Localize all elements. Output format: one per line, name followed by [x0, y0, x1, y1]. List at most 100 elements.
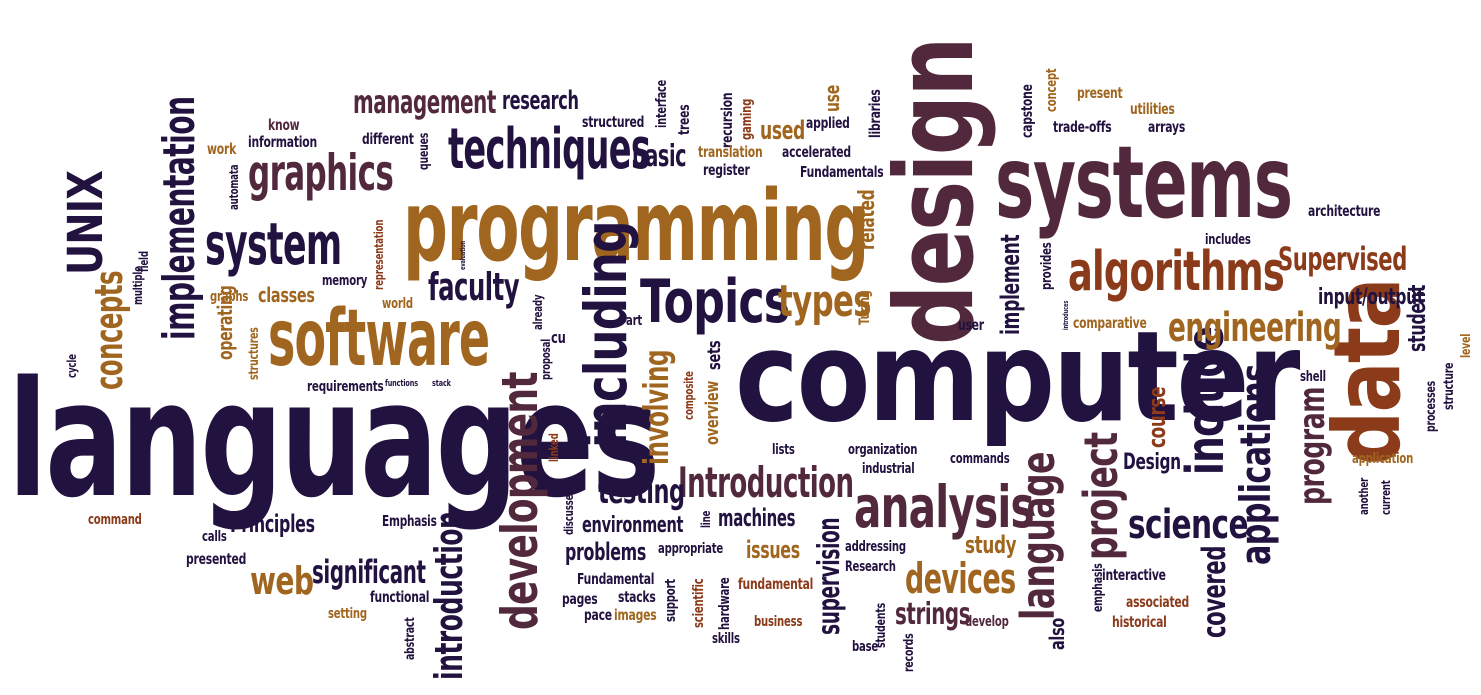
word-involving: involving	[637, 349, 677, 465]
word-design: design	[873, 38, 998, 346]
word-work: work	[207, 140, 237, 158]
word-graphics: graphics	[248, 144, 394, 202]
word-implementation: implementation	[154, 96, 205, 340]
word-memory: memory	[322, 273, 368, 289]
word-processes: processes	[1424, 380, 1439, 432]
word-basic: basic	[632, 139, 687, 174]
word-Introduction: Introduction	[678, 458, 854, 507]
word-language: language	[1011, 452, 1065, 620]
word-evaluation: evaluation	[459, 240, 467, 270]
word-develop: develop	[965, 614, 1009, 630]
word-concept: concept	[1044, 68, 1060, 112]
word-software: software	[268, 294, 490, 384]
word-course: course	[1143, 386, 1171, 448]
word-application: application	[1352, 451, 1414, 467]
word-analysis: analysis	[854, 473, 1035, 541]
word-Supervised: Supervised	[1278, 240, 1407, 278]
word-machines: machines	[718, 504, 796, 532]
word-Research: Research	[845, 559, 896, 575]
word-includes: includes	[1205, 232, 1251, 248]
word-queues: queues	[417, 132, 432, 170]
word-pace: pace	[584, 606, 612, 624]
word-student: student	[1403, 285, 1431, 352]
word-computer: computer	[735, 305, 1300, 450]
word-problems: problems	[565, 538, 646, 566]
word-languages: languages	[8, 346, 660, 533]
word-environment: environment	[582, 513, 684, 538]
word-composite: composite	[682, 371, 696, 420]
word-recursion: recursion	[718, 92, 736, 148]
word-programming: programming	[403, 170, 869, 284]
word-already: already	[531, 294, 545, 330]
word-present: present	[1077, 84, 1123, 102]
word-industrial: industrial	[862, 461, 915, 477]
word-graphs: graphs	[210, 289, 249, 305]
word-structure: structure	[1442, 362, 1457, 410]
word-supervision: supervision	[812, 517, 847, 635]
word-command: command	[88, 512, 142, 528]
word-current: current	[1379, 480, 1393, 515]
word-Fundamentals: Fundamentals	[800, 163, 884, 181]
word-fundamental: fundamental	[738, 575, 814, 593]
word-libraries: libraries	[866, 89, 884, 138]
word-functions: functions	[385, 379, 418, 389]
word-Turing: Turing	[857, 290, 873, 325]
word-development: development	[491, 372, 549, 630]
word-classes: classes	[258, 283, 315, 307]
word-historical: historical	[1112, 613, 1167, 631]
word-organization: organization	[848, 442, 918, 458]
word-support: support	[663, 579, 679, 622]
word-lists: lists	[772, 442, 795, 458]
word-gaming: gaming	[739, 98, 755, 140]
word-representation: representation	[372, 219, 386, 290]
word-calls: calls	[202, 529, 227, 545]
word-commands: commands	[950, 451, 1010, 467]
word-capstone: capstone	[1018, 84, 1036, 138]
word-scientific: scientific	[691, 578, 707, 628]
word-pages: pages	[562, 590, 598, 608]
word-records: records	[902, 633, 917, 672]
word-input-output: input/output	[1318, 285, 1424, 310]
word-level: level	[1459, 333, 1474, 358]
word-testing: testing	[598, 472, 685, 512]
word-shell: shell	[1300, 369, 1326, 385]
word-management: management	[353, 83, 497, 121]
word-presented: presented	[186, 550, 247, 568]
word-introduces: introduces	[1062, 300, 1070, 330]
word-UNIX: UNIX	[58, 170, 114, 275]
word-algorithms: algorithms	[1068, 240, 1285, 303]
word-strings: strings	[895, 597, 971, 632]
word-architecture: architecture	[1308, 202, 1381, 220]
word-provides: provides	[1039, 242, 1055, 290]
word-systems: systems	[995, 124, 1293, 241]
word-sets: sets	[704, 340, 725, 370]
word-base: base	[852, 639, 879, 655]
word-Design: Design	[1123, 450, 1181, 475]
word-functional: functional	[370, 588, 430, 606]
word-related: related	[855, 189, 880, 250]
word-Emphasis: Emphasis	[382, 512, 437, 530]
word-appropriate: appropriate	[658, 541, 724, 557]
word-program: program	[1292, 387, 1333, 505]
word-arrays: arrays	[1148, 118, 1186, 136]
word-Fundamental: Fundamental	[577, 570, 655, 588]
word-associated: associated	[1126, 593, 1190, 611]
word-study: study	[965, 531, 1017, 559]
word-emphasis: emphasis	[1091, 563, 1106, 612]
word-structures: structures	[247, 327, 262, 380]
word-applied: applied	[806, 114, 850, 132]
word-hardware: hardware	[717, 577, 733, 630]
word-stacks: stacks	[618, 588, 656, 606]
word-concepts: concepts	[87, 271, 131, 390]
word-information: information	[248, 133, 317, 151]
word-faculty: faculty	[428, 265, 520, 309]
word-devices: devices	[905, 554, 1016, 603]
word-Principles: Principles	[230, 510, 315, 538]
word-issues: issues	[746, 536, 800, 564]
word-requirements: requirements	[307, 379, 384, 395]
word-business: business	[754, 614, 803, 630]
word-research: research	[502, 86, 579, 116]
word-implement: implement	[996, 234, 1026, 335]
word-line: line	[699, 510, 713, 528]
